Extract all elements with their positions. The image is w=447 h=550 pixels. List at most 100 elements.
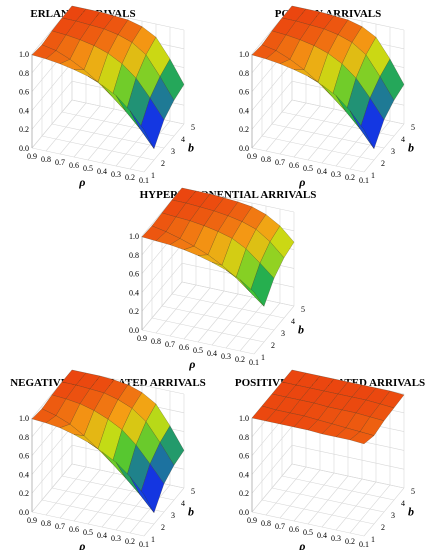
z-tick-label: 1.0	[239, 50, 249, 59]
x-tick-label: 0.5	[303, 528, 313, 537]
b-tick-label: 2	[381, 159, 385, 168]
x-tick-label: 0.2	[345, 173, 355, 182]
z-tick-label: 0.6	[19, 452, 29, 461]
x-tick-label: 0.2	[235, 355, 245, 364]
x-tick-label: 0.2	[345, 537, 355, 546]
x-tick-label: 0.4	[317, 531, 327, 540]
x-tick-label: 0.4	[207, 349, 217, 358]
b-tick-label: 5	[411, 123, 415, 132]
x-tick-label: 0.5	[83, 528, 93, 537]
b-axis-label: b	[188, 141, 194, 155]
x-axis-label: ρ	[298, 175, 305, 189]
b-tick-label: 5	[301, 305, 305, 314]
surface-patch	[349, 110, 375, 149]
b-tick-label: 4	[291, 317, 295, 326]
x-tick-label: 0.7	[275, 522, 285, 531]
z-tick-label: 0.8	[19, 69, 29, 78]
surface	[251, 5, 405, 150]
z-tick-label: 0.4	[19, 470, 29, 479]
x-tick-label: 0.8	[261, 155, 271, 164]
z-tick-label: 0.8	[239, 69, 249, 78]
surface	[141, 187, 295, 307]
b-tick-label: 3	[171, 511, 175, 520]
z-tick-label: 0.2	[19, 489, 29, 498]
z-tick-label: 0.8	[239, 433, 249, 442]
x-tick-label: 0.2	[125, 537, 135, 546]
x-tick-label: 0.9	[27, 152, 37, 161]
z-tick-label: 1.0	[19, 414, 29, 423]
b-tick-label: 2	[381, 523, 385, 532]
z-tick-label: 0.4	[129, 288, 139, 297]
x-tick-label: 0.3	[331, 534, 341, 543]
b-tick-label: 3	[281, 329, 285, 338]
b-tick-label: 1	[371, 535, 375, 544]
x-tick-label: 0.9	[247, 152, 257, 161]
surface	[31, 5, 185, 150]
z-tick-label: 1.0	[19, 50, 29, 59]
x-tick-label: 0.4	[97, 167, 107, 176]
z-tick-label: 0.0	[239, 144, 249, 153]
x-tick-label: 0.3	[331, 170, 341, 179]
z-tick-label: 0.2	[19, 125, 29, 134]
x-tick-label: 0.3	[221, 352, 231, 361]
z-tick-label: 1.0	[239, 414, 249, 423]
x-tick-label: 0.4	[317, 167, 327, 176]
x-tick-label: 0.6	[69, 525, 79, 534]
x-tick-label: 0.1	[139, 540, 149, 549]
b-tick-label: 2	[271, 341, 275, 350]
b-axis-label: b	[408, 141, 414, 155]
z-tick-label: 0.0	[19, 144, 29, 153]
z-tick-label: 0.2	[239, 125, 249, 134]
z-tick-label: 1.0	[129, 232, 139, 241]
b-tick-label: 4	[401, 499, 405, 508]
z-tick-label: 0.6	[19, 88, 29, 97]
x-tick-label: 0.9	[247, 516, 257, 525]
z-tick-label: 0.6	[239, 452, 249, 461]
surface-patch	[349, 431, 375, 445]
b-tick-label: 5	[411, 487, 415, 496]
x-tick-label: 0.5	[303, 164, 313, 173]
x-tick-label: 0.8	[41, 519, 51, 528]
b-tick-label: 3	[391, 511, 395, 520]
chart-panel-5: POSITIVE CORRELATED ARRIVALS0.00.20.40.6…	[235, 369, 425, 550]
x-tick-label: 0.6	[289, 161, 299, 170]
x-tick-label: 0.6	[289, 525, 299, 534]
x-tick-label: 0.1	[359, 540, 369, 549]
x-tick-label: 0.9	[27, 516, 37, 525]
b-axis-label: b	[408, 505, 414, 519]
x-tick-label: 0.3	[111, 534, 121, 543]
b-tick-label: 2	[161, 523, 165, 532]
b-tick-label: 5	[191, 487, 195, 496]
x-axis-label: ρ	[298, 539, 305, 550]
x-tick-label: 0.3	[111, 170, 121, 179]
x-tick-label: 0.5	[83, 164, 93, 173]
x-tick-label: 0.1	[139, 176, 149, 185]
z-tick-label: 0.8	[19, 433, 29, 442]
x-axis-label: ρ	[78, 539, 85, 550]
x-axis-label: ρ	[188, 357, 195, 371]
z-tick-label: 0.2	[239, 489, 249, 498]
b-axis-label: b	[298, 323, 304, 337]
x-tick-label: 0.5	[193, 346, 203, 355]
surface-patch	[129, 110, 155, 149]
x-tick-label: 0.7	[275, 158, 285, 167]
b-tick-label: 2	[161, 159, 165, 168]
b-tick-label: 3	[171, 147, 175, 156]
surface-patch	[129, 476, 155, 513]
x-tick-label: 0.1	[359, 176, 369, 185]
x-tick-label: 0.2	[125, 173, 135, 182]
b-axis-label: b	[188, 505, 194, 519]
x-tick-label: 0.7	[55, 158, 65, 167]
x-tick-label: 0.8	[151, 337, 161, 346]
z-tick-label: 0.4	[19, 106, 29, 115]
b-tick-label: 1	[261, 353, 265, 362]
x-tick-label: 0.8	[261, 519, 271, 528]
z-tick-label: 0.8	[129, 251, 139, 260]
x-tick-label: 0.6	[179, 343, 189, 352]
z-tick-label: 0.0	[19, 508, 29, 517]
x-tick-label: 0.7	[165, 340, 175, 349]
x-tick-label: 0.8	[41, 155, 51, 164]
chart-panel-3: HYPEREXPONENTIAL ARRIVALS0.00.20.40.60.8…	[129, 187, 316, 371]
